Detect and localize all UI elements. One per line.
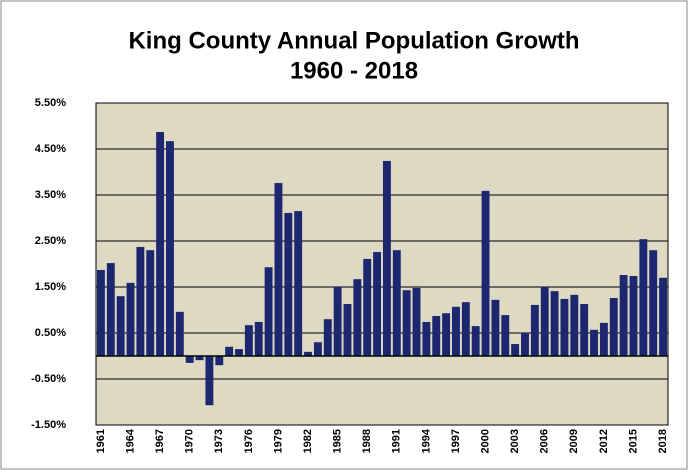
bar [619, 275, 628, 356]
bar [254, 321, 263, 356]
bar [294, 211, 303, 356]
bar [363, 258, 372, 356]
x-tick-label: 1964 [124, 428, 136, 453]
bar [106, 263, 115, 356]
bar [274, 183, 283, 356]
y-tick-label: 3.50% [35, 189, 66, 201]
bar [511, 344, 520, 356]
y-tick-label: 4.50% [35, 143, 66, 155]
chart-title: King County Annual Population Growth [128, 27, 579, 54]
bar [609, 298, 618, 356]
bar [195, 356, 204, 361]
bar [580, 304, 589, 356]
bar [126, 282, 135, 356]
x-tick-label: 2018 [657, 429, 669, 453]
bar [491, 299, 500, 356]
bar [471, 326, 480, 356]
x-tick-label: 1994 [420, 428, 432, 453]
bar [96, 269, 105, 356]
x-tick-label: 1961 [95, 429, 107, 453]
bar [343, 304, 352, 356]
x-tick-label: 2009 [568, 429, 580, 453]
bar [402, 290, 411, 356]
x-tick-label: 1979 [272, 429, 284, 453]
x-tick-label: 2006 [539, 429, 551, 453]
bar [432, 315, 441, 356]
bar [264, 267, 273, 356]
bar [412, 287, 421, 356]
x-tick-label: 1976 [243, 429, 255, 453]
bar [599, 322, 608, 356]
bar [461, 302, 470, 356]
bar [481, 190, 490, 356]
x-tick-label: 2015 [627, 429, 639, 453]
bar [136, 246, 145, 356]
x-tick-label: 1991 [391, 429, 403, 453]
bar [175, 311, 184, 356]
y-tick-label: 2.50% [35, 235, 66, 247]
bar [550, 291, 559, 356]
y-tick-label: -0.50% [31, 373, 66, 385]
bar [333, 287, 342, 356]
bar [382, 160, 391, 356]
bar [304, 351, 312, 356]
bar [353, 279, 362, 356]
bar [659, 277, 668, 356]
bar [215, 356, 224, 366]
x-tick-label: 1982 [302, 429, 314, 453]
x-tick-label: 2000 [479, 429, 491, 453]
y-tick-label: 0.50% [35, 327, 66, 339]
bar [156, 131, 165, 356]
bar [244, 325, 253, 356]
bar [373, 252, 382, 356]
x-tick-label: 1970 [184, 429, 196, 453]
bar [452, 306, 460, 356]
plot-area [95, 102, 669, 426]
chart-subtitle: 1960 - 2018 [290, 57, 418, 84]
bar [560, 298, 569, 356]
x-tick-label: 1997 [450, 429, 462, 453]
y-tick-label: 1.50% [35, 281, 66, 293]
x-tick-label: 1985 [332, 429, 344, 453]
x-tick-label: 1967 [154, 429, 166, 453]
bar [649, 250, 658, 356]
bar [422, 321, 431, 356]
bar [540, 287, 549, 356]
bar [116, 296, 125, 356]
y-tick-label: 5.50% [35, 97, 66, 109]
bar [205, 356, 214, 406]
bar [629, 275, 638, 356]
bar [166, 141, 174, 356]
bar [501, 315, 510, 356]
bar [590, 329, 598, 356]
bar [313, 342, 322, 356]
y-tick-label: -1.50% [31, 419, 66, 431]
bar [323, 319, 332, 356]
bar [235, 349, 243, 356]
x-tick-label: 2003 [509, 429, 521, 453]
x-tick-label: 1988 [361, 429, 373, 453]
bar [639, 239, 648, 356]
bar [225, 346, 234, 356]
bar [570, 294, 579, 356]
bar [284, 212, 293, 356]
bar [185, 356, 194, 363]
bar [521, 333, 529, 356]
bar [442, 313, 451, 356]
bar [392, 250, 401, 356]
x-tick-label: 2012 [598, 429, 610, 453]
x-tick-label: 1973 [213, 429, 225, 453]
bar [146, 250, 155, 356]
bar [530, 304, 539, 356]
